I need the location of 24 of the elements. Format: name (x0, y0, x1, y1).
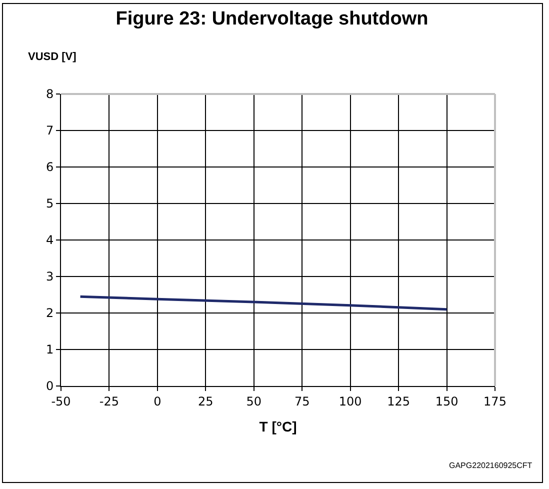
x-tick-label: 50 (246, 394, 262, 408)
y-axis-title: VUSD [V] (28, 51, 77, 63)
chart-title: Figure 23: Undervoltage shutdown (116, 8, 428, 30)
y-tick-label: 8 (46, 87, 54, 102)
y-tick-label: 3 (46, 270, 54, 284)
x-tick-label: 0 (154, 394, 162, 408)
line-series (79, 295, 448, 311)
x-tick-label: 25 (198, 394, 214, 408)
y-tick-label: 6 (46, 160, 54, 174)
text: GAPG2202160925CFT (449, 461, 532, 470)
x-tick-label: 100 (338, 394, 362, 408)
x-tick-label: 175 (484, 394, 506, 408)
x-tick-label: 75 (294, 394, 310, 408)
x-tick-label: 125 (387, 394, 410, 408)
x-tick-label: -25 (99, 394, 120, 408)
y-tick-label: 5 (46, 196, 54, 211)
x-tick-label: -50 (51, 394, 71, 408)
y-tick-label: 2 (46, 306, 54, 320)
x-tick-label: 150 (435, 394, 458, 408)
x-axis-title: T [°C] (259, 418, 297, 435)
y-tick-label: 1 (46, 342, 54, 357)
y-tick-label: 0 (46, 379, 54, 394)
y-tick-label: 7 (46, 124, 54, 138)
y-tick-label: 4 (46, 233, 54, 248)
